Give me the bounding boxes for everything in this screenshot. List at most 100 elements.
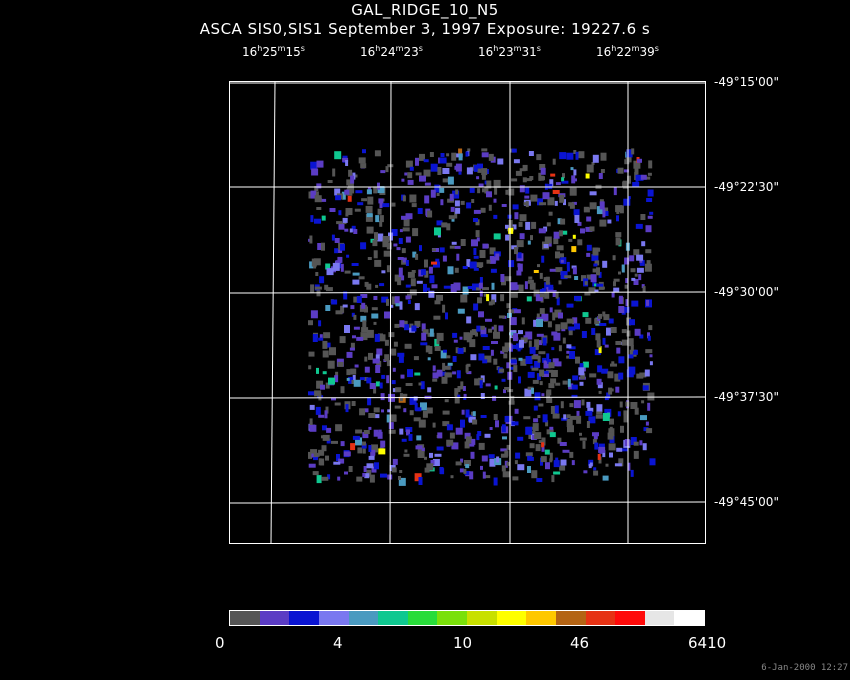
- count-pixel: [393, 243, 398, 247]
- count-pixel: [391, 467, 397, 473]
- count-pixel: [555, 267, 563, 273]
- count-pixel: [534, 392, 541, 401]
- count-pixel: [314, 286, 322, 290]
- count-pixel: [539, 308, 545, 315]
- count-pixel: [380, 393, 385, 401]
- count-pixel: [547, 197, 555, 206]
- count-pixel: [537, 264, 540, 268]
- count-pixel: [316, 160, 324, 168]
- count-pixel: [377, 233, 384, 242]
- count-pixel: [532, 423, 539, 432]
- count-pixel: [477, 163, 483, 169]
- count-pixel: [613, 187, 617, 196]
- count-pixel: [504, 416, 511, 422]
- count-pixel: [358, 157, 366, 164]
- count-pixel: [473, 164, 478, 172]
- count-pixel: [473, 303, 479, 311]
- count-pixel: [308, 463, 316, 468]
- count-pixel: [337, 256, 343, 263]
- count-pixel: [461, 409, 465, 415]
- count-pixel: [373, 321, 377, 325]
- count-pixel: [328, 377, 335, 385]
- count-pixel: [309, 404, 315, 410]
- count-pixel: [308, 320, 313, 326]
- count-pixel: [399, 470, 403, 473]
- count-pixel: [464, 460, 471, 466]
- count-pixel: [420, 381, 425, 390]
- count-pixel: [378, 333, 383, 337]
- count-pixel: [379, 215, 384, 223]
- count-pixel: [402, 227, 410, 232]
- count-pixel: [417, 208, 423, 214]
- count-pixel: [569, 451, 574, 458]
- count-pixel: [442, 362, 446, 371]
- count-pixel: [561, 177, 565, 182]
- count-pixel: [335, 371, 339, 376]
- count-pixel: [583, 207, 590, 213]
- count-pixel: [386, 265, 390, 273]
- count-pixel: [627, 175, 631, 184]
- count-pixel: [321, 476, 329, 481]
- count-pixel: [608, 387, 613, 395]
- count-pixel: [470, 166, 477, 171]
- count-pixel: [528, 340, 532, 348]
- count-pixel: [469, 339, 476, 348]
- count-pixel: [469, 261, 477, 269]
- count-pixel: [437, 167, 442, 175]
- colorbar-tick-label: 4: [333, 634, 343, 652]
- count-pixel: [623, 414, 629, 423]
- count-pixel: [311, 168, 319, 176]
- count-pixel: [507, 309, 515, 314]
- count-pixel: [616, 215, 619, 222]
- count-pixel: [576, 415, 582, 424]
- count-pixel: [314, 218, 321, 224]
- count-pixel: [466, 316, 472, 324]
- count-pixel: [405, 295, 411, 300]
- count-pixel: [526, 296, 532, 302]
- count-pixel: [606, 327, 611, 336]
- count-pixel: [614, 373, 621, 382]
- count-pixel: [598, 390, 602, 394]
- count-pixel: [506, 444, 510, 450]
- count-pixel: [531, 355, 539, 360]
- count-pixel: [342, 217, 348, 223]
- count-pixel: [432, 365, 436, 372]
- count-pixel: [368, 445, 372, 452]
- count-pixel: [556, 297, 560, 306]
- count-pixel: [489, 427, 493, 430]
- count-pixel: [602, 450, 606, 458]
- count-pixel: [558, 312, 563, 319]
- count-pixel: [529, 176, 534, 180]
- count-pixel: [423, 159, 429, 163]
- count-pixel: [539, 164, 546, 170]
- count-pixel: [636, 267, 644, 273]
- count-pixel: [380, 473, 387, 478]
- count-pixel: [412, 228, 419, 237]
- colorbar-swatch: [378, 611, 408, 625]
- count-pixel: [634, 166, 639, 175]
- count-pixel: [395, 301, 403, 307]
- count-pixel: [373, 429, 379, 437]
- count-pixel: [325, 287, 333, 292]
- count-pixel: [404, 449, 408, 453]
- count-pixel: [399, 229, 403, 233]
- count-pixel: [368, 352, 373, 360]
- count-pixel: [530, 365, 534, 369]
- count-pixel: [334, 248, 339, 254]
- count-pixel: [592, 432, 599, 437]
- count-pixel: [560, 259, 564, 263]
- count-pixel: [375, 354, 380, 362]
- count-pixel: [333, 461, 341, 465]
- count-pixel: [334, 375, 339, 383]
- count-pixel: [631, 277, 636, 281]
- count-pixel: [429, 275, 435, 284]
- count-pixel: [325, 305, 331, 311]
- count-pixel: [415, 407, 422, 412]
- count-pixel: [628, 338, 634, 347]
- count-pixel: [633, 249, 640, 256]
- count-pixel: [427, 357, 431, 361]
- count-pixel: [642, 385, 649, 391]
- count-pixel: [359, 408, 366, 416]
- count-pixel: [499, 368, 505, 373]
- count-pixel: [600, 169, 605, 173]
